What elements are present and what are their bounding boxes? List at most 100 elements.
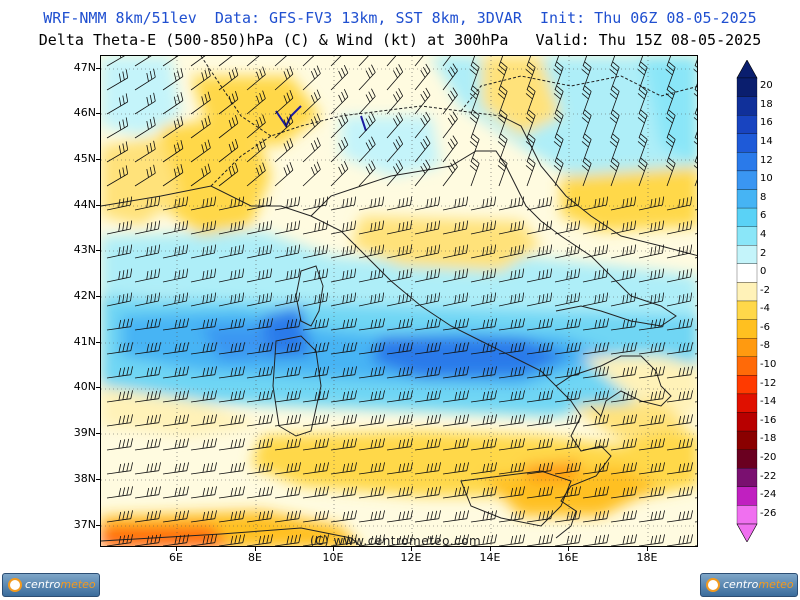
wind-barb — [666, 244, 693, 259]
wind-barb — [526, 486, 553, 499]
lon-label: 10E — [322, 551, 344, 564]
wind-barb — [134, 220, 161, 235]
lat-label: 46N — [73, 106, 96, 119]
wind-barb — [414, 220, 441, 235]
centrometeo-logo-left[interactable]: centrometeo — [2, 573, 100, 597]
wind-barb — [134, 68, 156, 91]
wind-barb — [609, 85, 620, 115]
wind-barb — [581, 61, 592, 91]
wind-barb — [134, 196, 161, 211]
wind-barb — [218, 366, 245, 379]
wind-barb — [218, 56, 233, 67]
wind-barb — [386, 196, 413, 211]
wind-barb — [190, 366, 217, 379]
wind-barb — [553, 85, 564, 115]
wind-barb — [525, 157, 536, 187]
wind-barb — [302, 220, 329, 235]
wind-barb — [274, 196, 301, 211]
colorbar-cell — [736, 189, 758, 209]
wind-barb — [246, 292, 273, 307]
wind-barb — [610, 342, 637, 355]
wind-barb — [190, 56, 206, 67]
wind-barb — [134, 414, 161, 427]
wind-barb — [274, 486, 301, 499]
colorbar — [736, 60, 758, 542]
lon-tick — [647, 547, 648, 551]
wind-barb — [554, 342, 581, 355]
wind-barb — [414, 292, 441, 307]
wind-barb — [469, 157, 480, 187]
wind-barb — [386, 64, 404, 91]
colorbar-cell — [736, 319, 758, 339]
wind-barb — [609, 61, 620, 91]
wind-barb — [469, 61, 480, 91]
wind-barb — [638, 196, 665, 211]
lon-label: 12E — [400, 551, 422, 564]
wind-barb — [582, 390, 609, 403]
lon-label: 8E — [248, 551, 262, 564]
wind-barb — [526, 390, 553, 403]
wind-barb — [162, 486, 189, 499]
lat-tick — [96, 342, 100, 343]
wind-barb — [498, 462, 525, 475]
wind-barb — [582, 342, 609, 355]
wind-barb — [246, 196, 273, 211]
wind-barb — [414, 196, 441, 211]
lat-tick — [96, 433, 100, 434]
wind-barb — [358, 510, 385, 523]
colorbar-cell — [736, 486, 758, 506]
wind-barb — [470, 268, 497, 283]
wind-barb — [162, 92, 184, 115]
wind-barb — [498, 510, 525, 523]
lon-label: 6E — [169, 551, 183, 564]
wind-barb — [442, 486, 469, 499]
wind-barb — [218, 268, 245, 283]
wind-barb — [638, 510, 665, 523]
wind-barb — [386, 366, 413, 379]
wind-barb — [190, 163, 211, 187]
wind-barb — [274, 414, 301, 427]
colorbar-cell — [736, 96, 758, 116]
wind-barb — [582, 244, 609, 259]
wind-barb — [190, 220, 217, 235]
colorbar-cell — [736, 449, 758, 469]
wind-barb — [638, 438, 665, 451]
wind-barb — [554, 486, 581, 499]
wind-barb — [638, 462, 665, 475]
wind-barb — [106, 244, 133, 259]
wind-barb — [470, 462, 497, 475]
wind-barb — [610, 366, 637, 379]
wind-barb — [106, 534, 133, 546]
wind-barb — [526, 366, 553, 379]
wind-barb — [526, 220, 553, 235]
wind-barb — [665, 157, 676, 187]
wind-barb — [553, 133, 564, 163]
wind-barb — [469, 133, 480, 163]
wind-barb — [134, 56, 152, 67]
wind-barb — [218, 244, 245, 259]
centrometeo-logo-right[interactable]: centrometeo — [700, 573, 798, 597]
wind-barb — [386, 160, 404, 187]
wind-barb — [162, 366, 189, 379]
wind-barb — [582, 414, 609, 427]
wind-barb — [414, 268, 441, 283]
wind-barb — [386, 88, 404, 115]
wind-barb — [106, 165, 129, 187]
wind-barb — [274, 56, 287, 67]
logo-text-a: centro — [723, 578, 759, 591]
wind-barb — [134, 438, 161, 451]
wind-barb — [581, 109, 592, 139]
wind-barb — [302, 56, 315, 67]
wind-barb — [470, 438, 497, 451]
wind-barb — [246, 438, 273, 451]
wind-barb — [302, 438, 329, 451]
map-svg — [101, 56, 697, 546]
wind-barb — [525, 61, 536, 91]
wind-barb — [134, 510, 161, 523]
wind-barb — [470, 196, 497, 211]
lat-tick — [96, 205, 100, 206]
wind-barb — [610, 534, 637, 546]
colorbar-label: -18 — [760, 433, 777, 445]
wind-barb — [106, 69, 129, 91]
wind-barb — [414, 56, 424, 67]
